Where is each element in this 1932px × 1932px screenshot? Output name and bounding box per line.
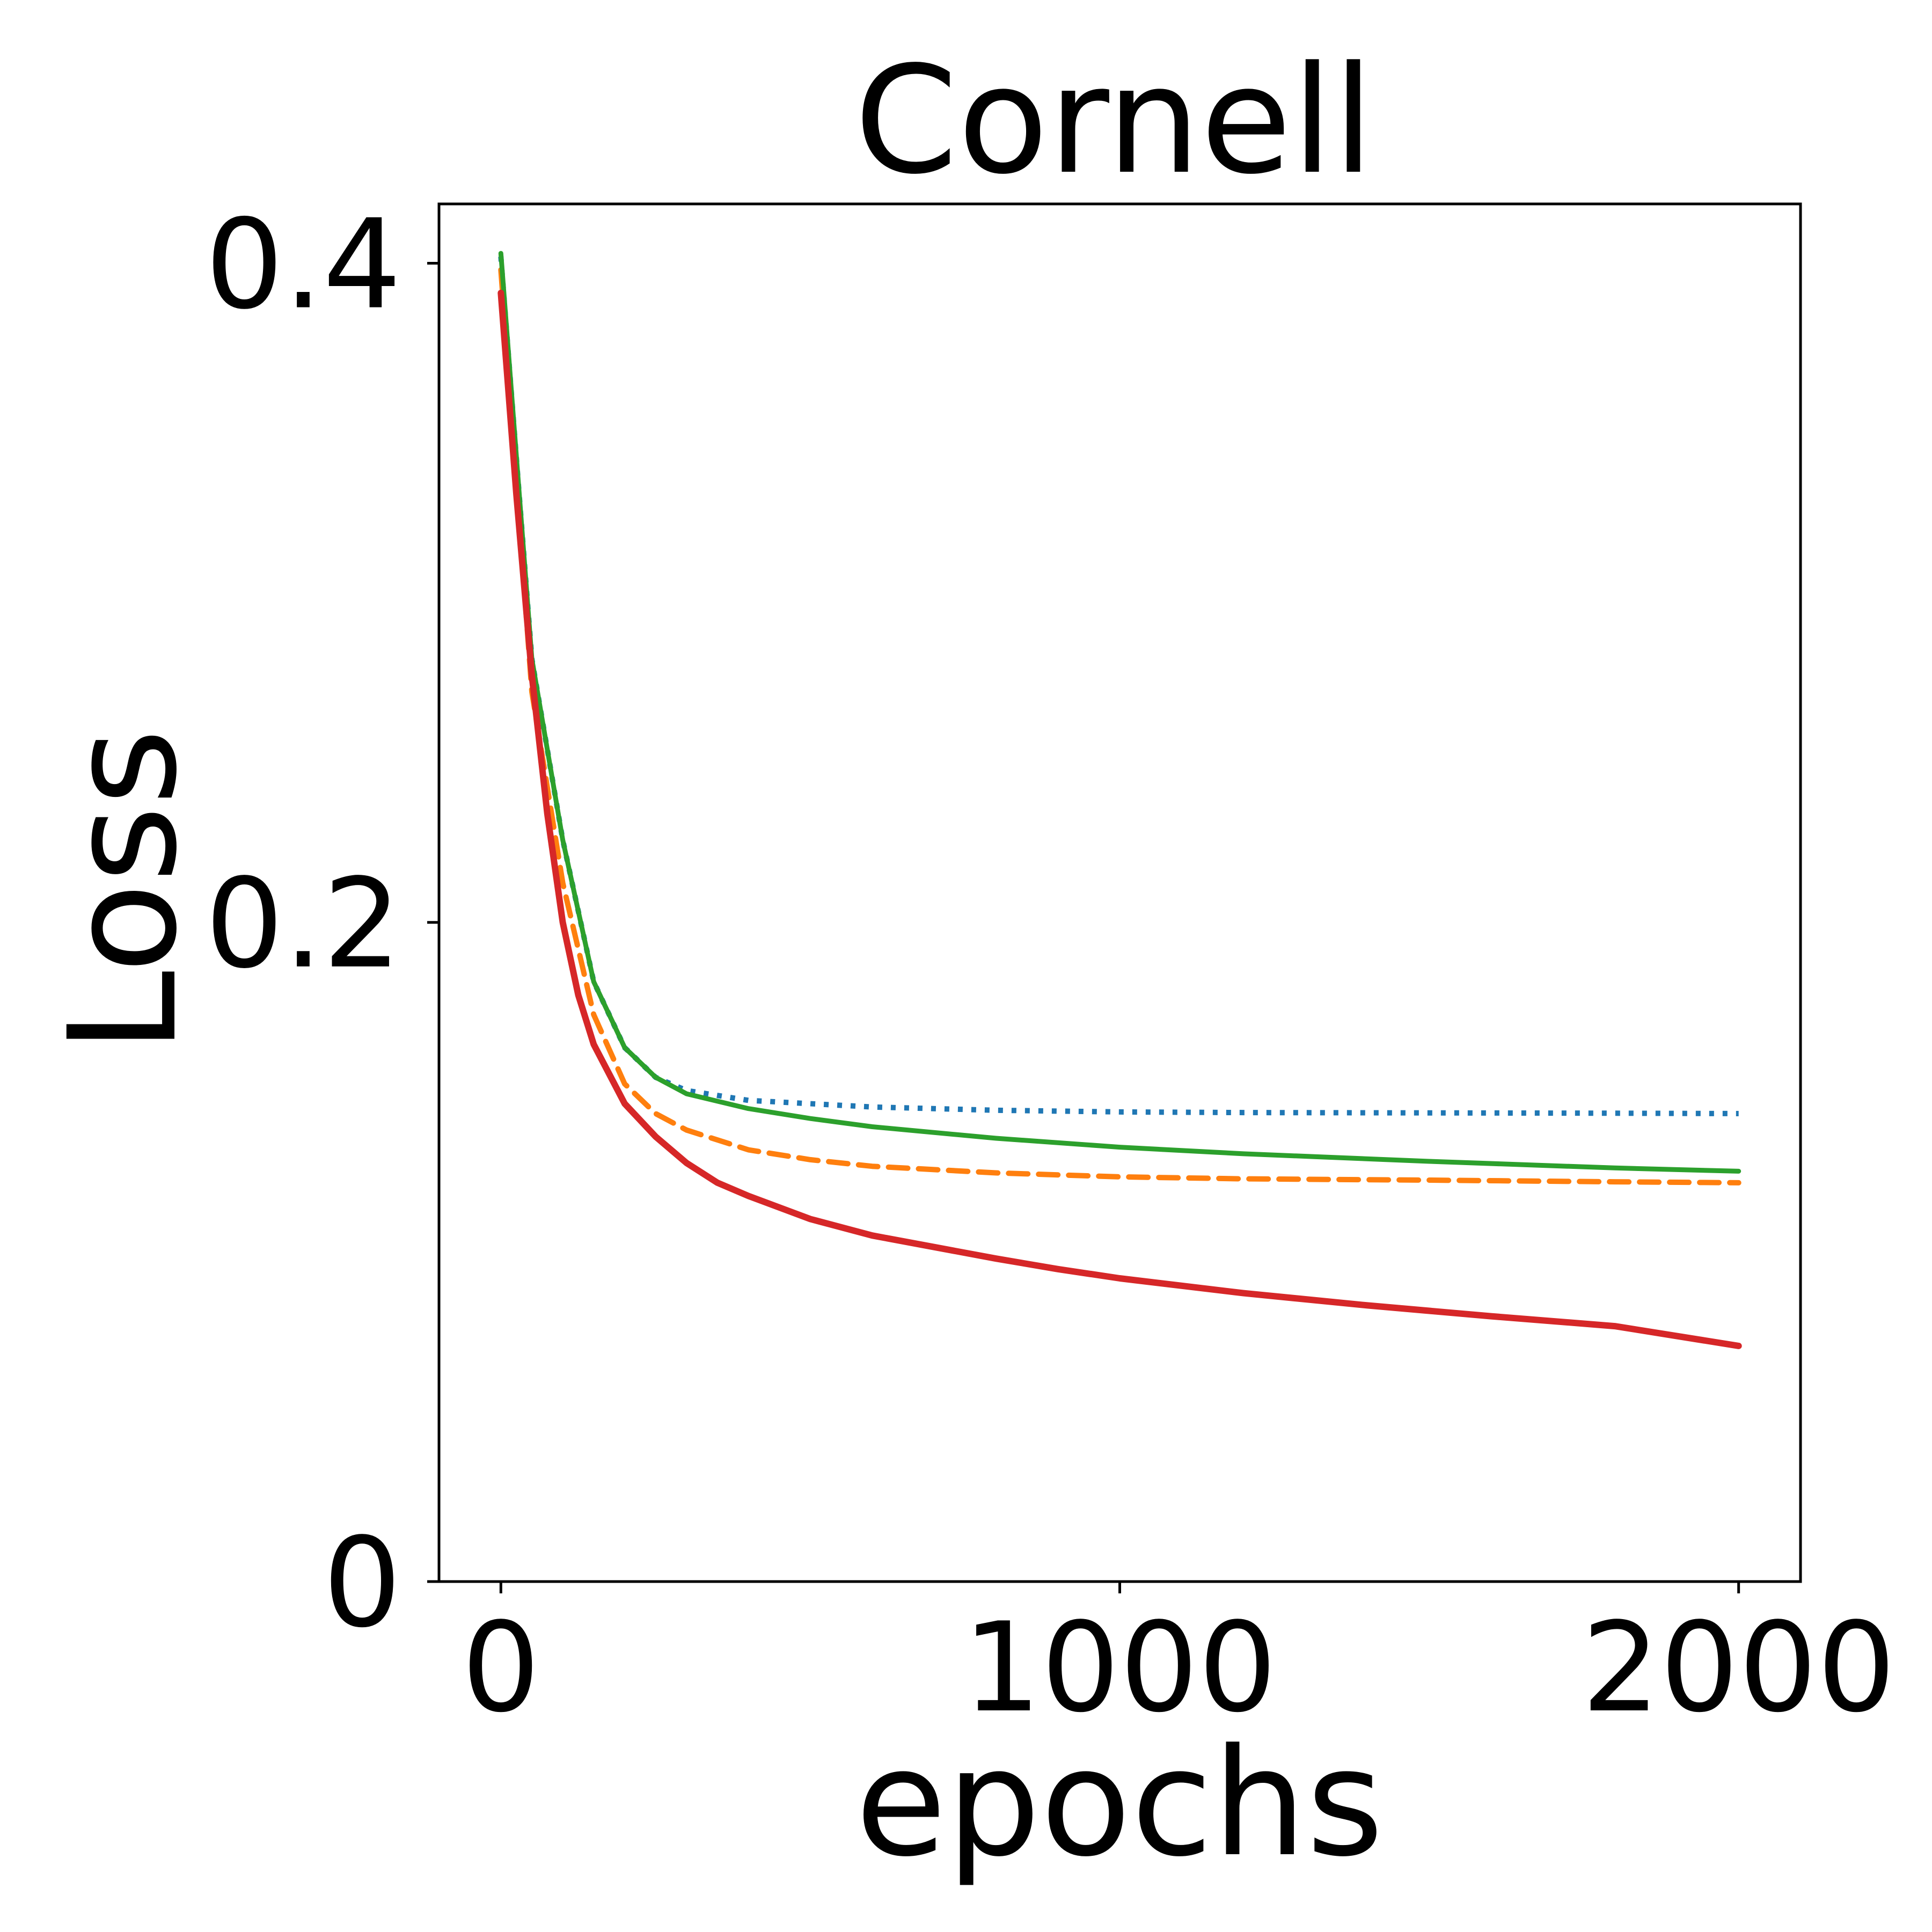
series-layer xyxy=(497,251,1742,1349)
y-axis-label: Loss xyxy=(38,728,210,1053)
chart-title: Cornell xyxy=(854,35,1374,207)
y-tick-label: 0 xyxy=(323,1512,401,1655)
series-line-3 xyxy=(498,251,1741,1174)
x-axis-ticks: 0 1000 2000 xyxy=(462,1582,1896,1740)
y-tick-label: 0.2 xyxy=(205,853,401,996)
y-tick-label: 0.4 xyxy=(205,194,401,337)
x-tick-label: 1000 xyxy=(963,1597,1277,1740)
series-line-2 xyxy=(498,267,1741,1185)
x-tick-label: 2000 xyxy=(1582,1597,1896,1740)
x-tick-label: 0 xyxy=(462,1597,540,1740)
y-axis-ticks: 0 0.2 0.4 xyxy=(205,194,439,1655)
series-line-4 xyxy=(497,289,1742,1349)
x-axis-label: epochs xyxy=(855,1717,1384,1890)
